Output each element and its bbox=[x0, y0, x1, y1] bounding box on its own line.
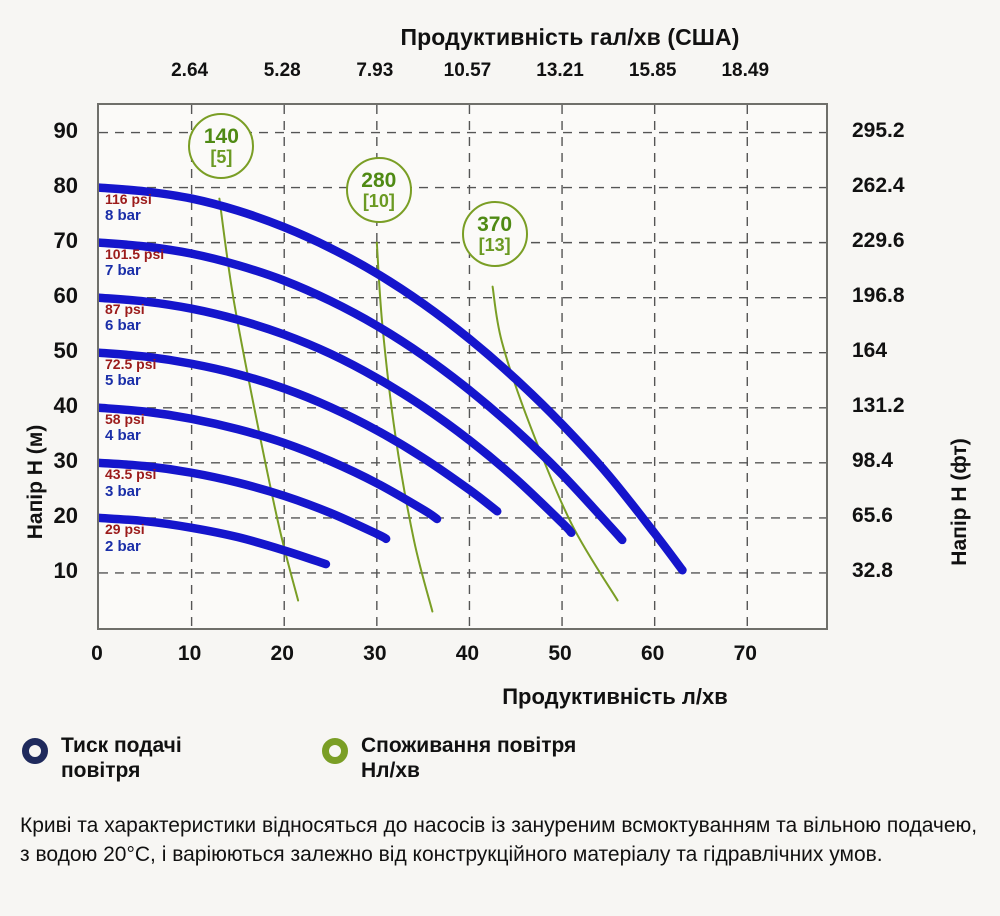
right-axis-label: Напір Н (фт) bbox=[948, 438, 971, 566]
bottom-axis-tick: 40 bbox=[455, 642, 480, 665]
left-axis-tick: 40 bbox=[53, 392, 78, 418]
air-bubble-value: 370 bbox=[477, 212, 513, 236]
ring-olive-icon bbox=[322, 738, 348, 764]
top-axis-tick: 18.49 bbox=[721, 60, 770, 81]
right-axis-tick: 164 bbox=[852, 338, 888, 362]
right-axis-tick: 65.6 bbox=[852, 503, 893, 527]
left-axis-tick: 30 bbox=[53, 447, 78, 473]
plot-area: 116 psi 8 bar 101.5 psi 7 bar 87 psi 6 bar 72.… bbox=[97, 103, 828, 630]
air-bubble-value: 140 bbox=[203, 124, 239, 148]
bottom-axis-tick: 30 bbox=[363, 642, 387, 665]
top-axis-tick: 15.85 bbox=[628, 60, 677, 81]
air-bubble-bracket: [10] bbox=[362, 190, 395, 211]
psi-label: 101.5 psi bbox=[105, 245, 165, 262]
right-axis-ticks: 295.2 262.4 229.6 196.8 164 131.2 98.4 65.6 32.8 bbox=[840, 103, 970, 630]
pressure-curve bbox=[99, 238, 627, 545]
pressure-annotation: 43.5 psi 3 bar bbox=[105, 467, 156, 499]
pressure-curve bbox=[99, 293, 576, 538]
left-axis-label: Напір Н (м) bbox=[24, 424, 47, 540]
left-axis-tick: 50 bbox=[53, 337, 78, 363]
pressure-annotation: 87 psi 6 bar bbox=[105, 300, 145, 335]
bar-label: 4 bar bbox=[105, 427, 141, 445]
top-axis-ticks: 2.64 5.28 7.93 10.57 13.21 15.85 18.49 bbox=[0, 60, 1000, 84]
legend-line-1: Споживання повітря bbox=[361, 734, 577, 757]
psi-label: 87 psi bbox=[105, 300, 145, 317]
pressure-annotation: 101.5 psi 7 bar bbox=[105, 245, 165, 280]
pressure-curve bbox=[99, 458, 391, 544]
legend-item-supply-pressure: Тиск подачі повітря bbox=[22, 734, 182, 784]
right-axis-tick: 262.4 bbox=[852, 173, 905, 197]
right-axis-tick: 295.2 bbox=[852, 118, 905, 142]
bar-label: 5 bar bbox=[105, 372, 141, 390]
plot-canvas bbox=[99, 105, 826, 628]
bottom-axis-tick: 50 bbox=[548, 642, 572, 665]
bar-label: 2 bar bbox=[105, 537, 141, 555]
top-axis-tick: 10.57 bbox=[443, 60, 492, 81]
left-axis-tick: 60 bbox=[53, 282, 78, 308]
air-bubble-bracket: [5] bbox=[210, 146, 233, 167]
pressure-curve bbox=[99, 348, 502, 516]
legend-line-2: повітря bbox=[61, 758, 141, 782]
legend: Тиск подачі повітря Споживання повітря Н… bbox=[22, 734, 982, 796]
bottom-axis-tick: 0 bbox=[91, 642, 103, 665]
air-bubble-value: 280 bbox=[361, 168, 397, 192]
top-axis-title: Продуктивність гал/хв (США) bbox=[400, 24, 740, 50]
top-axis-tick: 13.21 bbox=[536, 60, 584, 81]
pressure-annotation: 58 psi 4 bar bbox=[105, 412, 145, 444]
right-axis-tick: 32.8 bbox=[852, 558, 893, 582]
psi-label: 43.5 psi bbox=[105, 465, 157, 482]
air-consumption-curve bbox=[491, 285, 619, 602]
left-axis-ticks: 90 80 70 60 50 40 30 20 10 bbox=[0, 103, 90, 630]
bottom-axis-ticks: 0 10 20 30 40 50 60 70 bbox=[0, 642, 1000, 672]
ring-navy-icon bbox=[22, 738, 48, 764]
air-consumption-bubble: 370 [13] bbox=[461, 200, 528, 267]
pressure-annotation: 116 psi 8 bar bbox=[105, 190, 152, 225]
bar-label: 6 bar bbox=[105, 317, 141, 335]
bottom-axis-tick: 20 bbox=[270, 642, 294, 665]
top-axis-tick: 2.64 bbox=[171, 60, 209, 81]
pressure-annotation: 72.5 psi 5 bar bbox=[105, 357, 156, 389]
legend-line-2: Нл/хв bbox=[361, 758, 420, 782]
bottom-axis-tick: 10 bbox=[177, 642, 202, 665]
psi-label: 72.5 psi bbox=[105, 355, 157, 372]
right-axis-tick: 98.4 bbox=[852, 448, 893, 472]
left-axis-tick: 80 bbox=[53, 172, 78, 198]
right-axis-tick: 131.2 bbox=[852, 393, 905, 417]
air-consumption-bubble: 280 [10] bbox=[345, 156, 412, 223]
gridlines bbox=[99, 105, 826, 628]
air-bubble-bracket: [13] bbox=[478, 234, 511, 255]
legend-item-air-consumption: Споживання повітря Нл/хв bbox=[322, 734, 576, 784]
left-axis-tick: 10 bbox=[53, 557, 78, 583]
air-consumption-curve bbox=[375, 241, 434, 613]
legend-line-1: Тиск подачі bbox=[61, 734, 182, 757]
right-axis-tick: 196.8 bbox=[852, 283, 905, 307]
psi-label: 29 psi bbox=[105, 520, 145, 537]
bar-label: 8 bar bbox=[105, 207, 141, 225]
psi-label: 58 psi bbox=[105, 410, 145, 427]
left-axis-tick: 70 bbox=[53, 227, 78, 253]
chart-footnote: Криві та характеристики відносяться до н… bbox=[20, 814, 978, 866]
top-axis-tick: 5.28 bbox=[263, 60, 301, 81]
pressure-curves bbox=[99, 183, 687, 575]
pressure-curve bbox=[99, 513, 331, 569]
bar-label: 3 bar bbox=[105, 482, 141, 500]
bottom-axis-title: Продуктивність л/хв bbox=[502, 684, 728, 709]
top-axis-tick: 7.93 bbox=[356, 60, 394, 81]
pressure-curve bbox=[99, 183, 687, 575]
pressure-curve bbox=[99, 403, 442, 524]
pressure-annotation: 29 psi 2 bar bbox=[105, 522, 145, 554]
left-axis-tick: 20 bbox=[53, 502, 78, 528]
bottom-axis-tick: 70 bbox=[733, 642, 757, 665]
air-consumption-bubble: 140 [5] bbox=[188, 112, 255, 179]
left-axis-tick: 90 bbox=[53, 117, 78, 143]
bar-label: 7 bar bbox=[105, 262, 141, 280]
legend-label-supply-pressure: Тиск подачі повітря bbox=[61, 734, 182, 784]
right-axis-tick: 229.6 bbox=[852, 228, 905, 252]
legend-label-air-consumption: Споживання повітря Нл/хв bbox=[361, 734, 576, 784]
psi-label: 116 psi bbox=[105, 190, 152, 207]
bottom-axis-tick: 60 bbox=[640, 642, 665, 665]
